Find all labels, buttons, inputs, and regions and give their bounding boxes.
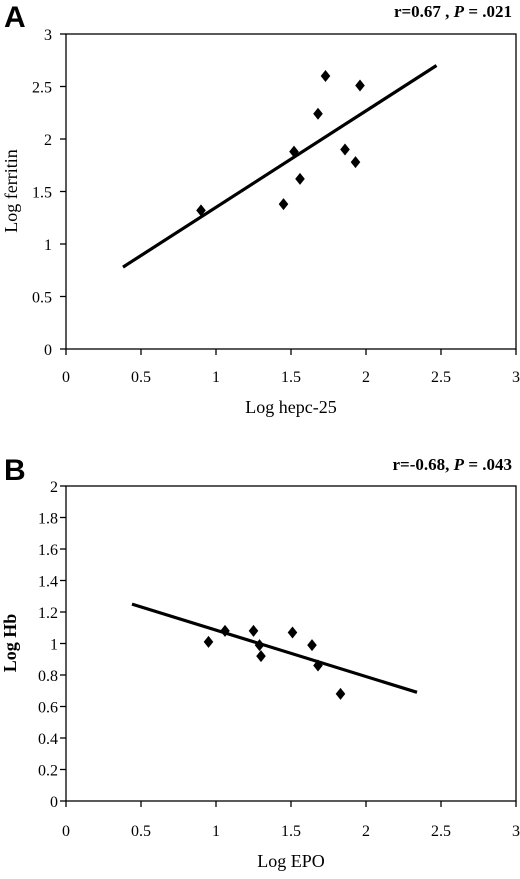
y-tick-label: 0.8 (38, 668, 58, 685)
y-tick-label: 1 (44, 237, 52, 254)
plot-frame (65, 33, 517, 350)
data-point (278, 198, 289, 211)
data-point (307, 639, 317, 652)
panel-label: A (4, 1, 26, 34)
x-tick-label: 2 (362, 369, 370, 386)
data-point (248, 624, 259, 637)
y-tick-label: 2.5 (32, 80, 52, 97)
x-tick-label: 1.5 (281, 369, 301, 386)
y-axis-label: Log Hb (0, 614, 20, 673)
data-point (355, 79, 365, 92)
trend-line (122, 64, 438, 269)
panel-label: B (4, 454, 26, 487)
y-tick-label: 0.4 (38, 731, 58, 748)
stat-annotation: r=0.67 , P = .021 (394, 2, 512, 21)
data-point (350, 156, 361, 169)
y-tick-label: 1.5 (32, 185, 52, 202)
data-point (220, 624, 230, 637)
y-axis-label: Log ferritin (1, 149, 21, 232)
data-point (313, 659, 323, 672)
data-point (295, 172, 305, 185)
x-tick-label: 2.5 (431, 823, 451, 840)
y-tick-label: 1.6 (38, 542, 58, 559)
x-tick-label: 0 (62, 369, 70, 386)
x-tick-label: 0 (62, 823, 70, 840)
x-tick-label: 3 (512, 369, 520, 386)
y-tick-label: 0.6 (38, 700, 58, 717)
x-axis-label: Log EPO (257, 851, 325, 871)
data-point (340, 143, 350, 156)
y-tick-label: 3 (44, 27, 52, 44)
trend-line (131, 602, 418, 694)
y-tick-label: 0.2 (38, 763, 58, 780)
y-tick-label: 2 (44, 132, 52, 149)
y-tick-label: 1 (50, 637, 58, 654)
x-tick-label: 1 (212, 369, 220, 386)
x-tick-label: 0.5 (131, 823, 151, 840)
y-tick-label: 0 (44, 342, 52, 359)
y-tick-label: 0 (50, 794, 58, 811)
y-tick-label: 0.5 (32, 290, 52, 307)
data-point (289, 145, 299, 158)
y-tick-label: 2 (50, 479, 58, 496)
y-tick-label: 1.2 (38, 605, 58, 622)
data-point (256, 650, 266, 663)
plot-frame (65, 485, 517, 802)
stat-p-label: P (453, 2, 465, 21)
x-tick-label: 3 (512, 823, 520, 840)
stat-r: r=-0.68, (393, 455, 450, 474)
data-point (287, 626, 298, 639)
data-point (320, 70, 331, 82)
y-tick-label: 1.8 (38, 511, 58, 528)
stat-r: r=0.67 (394, 2, 441, 21)
stat-p-value: = .043 (464, 455, 512, 474)
x-tick-label: 1 (212, 823, 220, 840)
stat-p-label: P (453, 455, 465, 474)
stat-separator: , (441, 2, 454, 21)
data-point (313, 107, 323, 120)
x-tick-label: 2 (362, 823, 370, 840)
y-tick-label: 1.4 (38, 574, 58, 591)
data-point (335, 687, 346, 700)
x-axis-label: Log hepc-25 (245, 397, 336, 417)
stat-p-value: = .021 (464, 2, 512, 21)
x-tick-label: 2.5 (431, 369, 451, 386)
x-tick-label: 1.5 (281, 823, 301, 840)
data-point (254, 639, 265, 652)
data-point (196, 204, 206, 217)
data-point (203, 635, 214, 648)
stat-annotation: r=-0.68, P = .043 (393, 455, 512, 474)
x-tick-label: 0.5 (131, 369, 151, 386)
